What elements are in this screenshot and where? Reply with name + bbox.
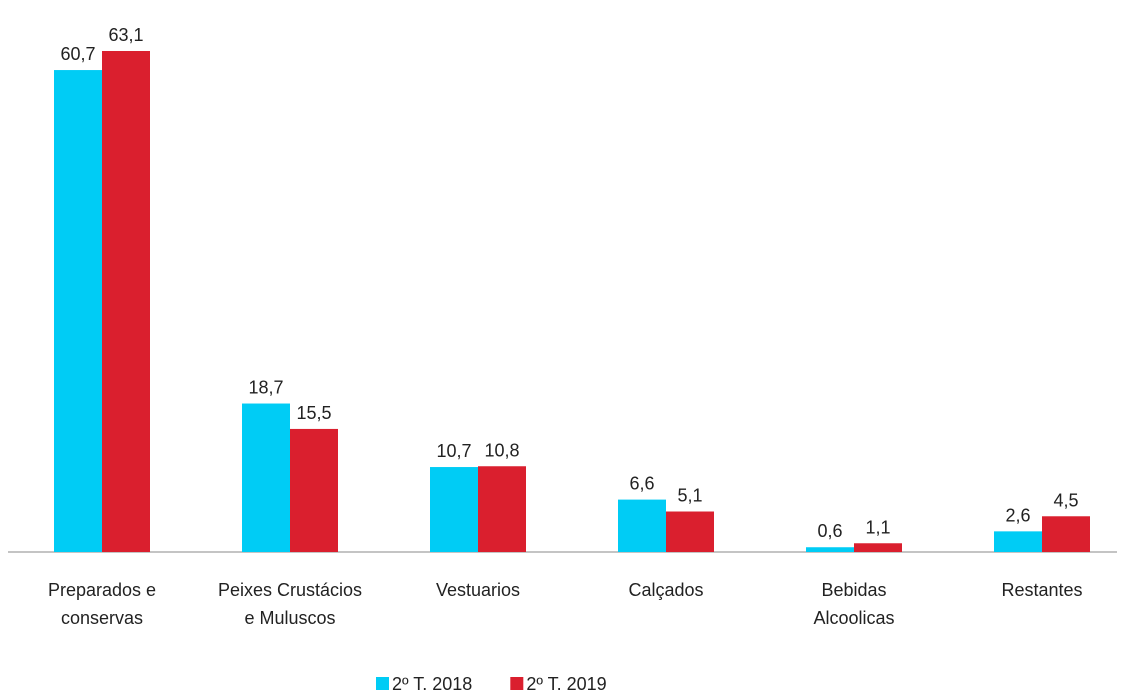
data-label: 1,1	[865, 517, 890, 537]
bar	[54, 70, 102, 552]
x-tick-label: Vestuarios	[436, 580, 520, 600]
x-tick-label: Alcoolicas	[813, 608, 894, 628]
data-label: 4,5	[1053, 490, 1078, 510]
bar	[1042, 516, 1090, 552]
x-tick-label: Bebidas	[821, 580, 886, 600]
x-tick-label: Calçados	[628, 580, 703, 600]
data-label: 10,7	[436, 441, 471, 461]
x-tick-label: Preparados e	[48, 580, 156, 600]
data-label: 6,6	[629, 474, 654, 494]
data-label: 15,5	[296, 403, 331, 423]
bar	[666, 511, 714, 552]
x-tick-label: conservas	[61, 608, 143, 628]
bar	[290, 428, 338, 552]
data-label: 18,7	[248, 378, 283, 398]
bar	[806, 547, 854, 552]
legend-label: 2º T. 2019	[526, 674, 606, 693]
bar	[242, 403, 290, 552]
bar	[854, 543, 902, 552]
bar	[618, 499, 666, 552]
legend-swatch	[510, 677, 524, 690]
legend-swatch	[376, 677, 389, 690]
data-label: 0,6	[817, 521, 842, 541]
data-label: 63,1	[108, 25, 143, 45]
bar	[994, 531, 1042, 552]
x-tick-label: Restantes	[1001, 580, 1082, 600]
data-label: 2,6	[1005, 505, 1030, 525]
bar	[430, 467, 478, 552]
data-label: 5,1	[677, 486, 702, 506]
legend-label: 2º T. 2018	[392, 674, 472, 693]
x-tick-label: e Muluscos	[244, 608, 335, 628]
bar	[478, 466, 526, 552]
bar	[102, 51, 150, 552]
x-tick-label: Peixes Crustácios	[218, 580, 362, 600]
data-label: 60,7	[60, 44, 95, 64]
data-label: 10,8	[484, 440, 519, 460]
